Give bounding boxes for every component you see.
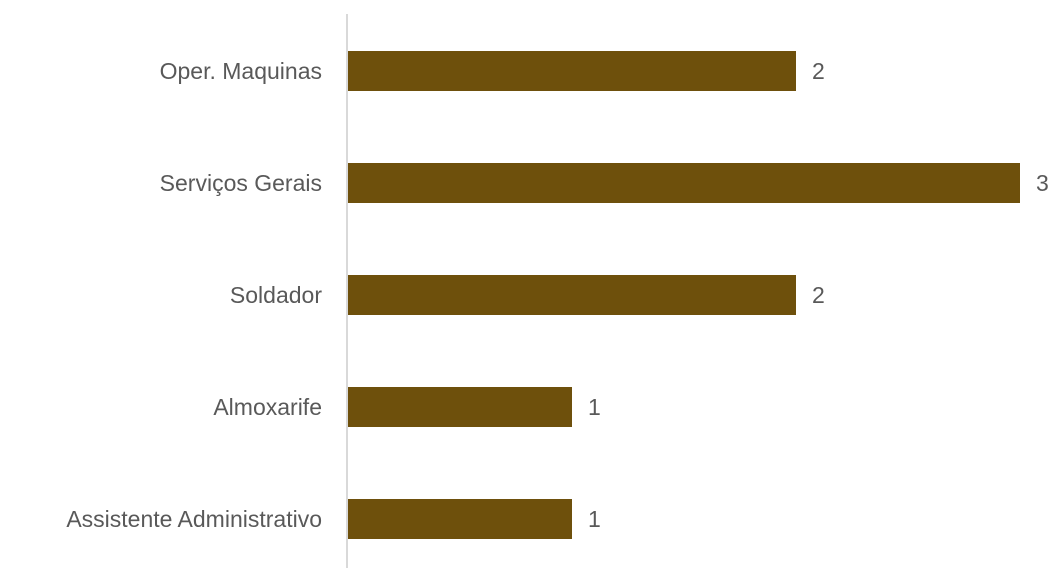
bar-3 — [348, 387, 572, 427]
category-labels-layer: Oper. Maquinas Serviços Gerais Soldador Alm… — [66, 58, 322, 532]
data-label-4: 1 — [588, 506, 601, 532]
bars-layer — [348, 51, 1020, 539]
data-label-3: 1 — [588, 394, 601, 420]
data-label-0: 2 — [812, 58, 825, 84]
bar-4 — [348, 499, 572, 539]
data-label-1: 3 — [1036, 170, 1049, 196]
category-label-0: Oper. Maquinas — [160, 58, 322, 84]
bar-2 — [348, 275, 796, 315]
category-label-4: Assistente Administrativo — [66, 506, 322, 532]
category-label-2: Soldador — [230, 282, 322, 308]
data-label-2: 2 — [812, 282, 825, 308]
category-label-3: Almoxarife — [213, 394, 322, 420]
bar-0 — [348, 51, 796, 91]
bar-1 — [348, 163, 1020, 203]
data-labels-layer: 2 3 2 1 1 — [588, 58, 1049, 532]
category-label-1: Serviços Gerais — [160, 170, 322, 196]
